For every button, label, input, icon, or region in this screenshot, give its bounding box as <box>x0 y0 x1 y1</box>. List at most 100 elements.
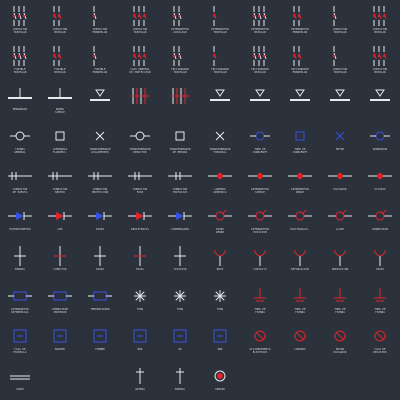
symbol-cell[interactable]: ELECTROVALV. <box>280 204 320 240</box>
symbol-cell[interactable]: BIFURCACION <box>280 244 320 280</box>
symbol-cell[interactable]: AND <box>200 324 240 360</box>
symbol-cell[interactable]: CONTACTO <box>240 244 280 280</box>
symbol-cell[interactable] <box>80 84 120 120</box>
symbol-cell[interactable]: OR <box>160 324 200 360</box>
symbol-cell[interactable]: MOTOR <box>320 124 360 160</box>
symbol-cell[interactable] <box>320 84 360 120</box>
symbol-cell[interactable]: GENERADOR <box>360 124 400 160</box>
symbol-cell[interactable]: PULSADOR <box>320 164 360 200</box>
symbol-cell[interactable]: TIERRA GENERAL <box>0 124 40 160</box>
symbol-cell[interactable]: BOBINA <box>160 364 200 400</box>
symbol-cell[interactable]: SECCIONADOR TRIPOLAR <box>160 44 200 80</box>
symbol-cell[interactable]: INTERRUPTOR AUXILIAR <box>160 4 200 40</box>
symbol-cell[interactable]: DIODO <box>80 244 120 280</box>
symbol-cell[interactable]: TOMA <box>200 284 240 320</box>
symbol-cell[interactable]: TOMA DE TIERRA <box>320 284 360 320</box>
symbol-cell <box>280 364 320 400</box>
symbol-cell[interactable] <box>160 84 200 120</box>
symbol-cell[interactable]: DIODO ZENER <box>200 204 240 240</box>
symbol-cell[interactable]: CONMUTADOR INVERSOR <box>40 284 80 320</box>
symbol-cell[interactable]: TOMA DE TIERRA <box>280 284 320 320</box>
symbol-cell[interactable]: CONDUCTOR TRIFASICO <box>160 164 200 200</box>
symbol-cell[interactable]: TRANSFORMADOR TOROIDAL <box>200 124 240 160</box>
symbol-cell[interactable]: BORNAS <box>0 244 40 280</box>
symbol-cell[interactable]: INTERRUPTOR MONOPOLAR <box>280 4 320 40</box>
zener-icon <box>208 209 232 221</box>
symbol-cell[interactable]: BARRA SIMPLE <box>40 84 80 120</box>
symbol-cell[interactable]: CAJA DE REGISTRO <box>360 324 400 360</box>
symbol-cell[interactable]: RELE <box>200 244 240 280</box>
symbol-cell[interactable]: DIODO <box>80 204 120 240</box>
symbol-cell[interactable]: CONDUCTOR DE PUESTA <box>0 164 40 200</box>
symbol-label: DIODO <box>95 268 105 271</box>
symbol-cell[interactable]: CONTACTOR TRIPOLAR <box>320 44 360 80</box>
symbol-cell[interactable]: CAJA DE ESTRELLA <box>0 324 40 360</box>
symbol-cell[interactable]: CRUCE <box>360 244 400 280</box>
symbol-cell[interactable]: SECCIONADOR BIPOLAR <box>240 44 280 80</box>
symbol-cell[interactable]: INTERRUPTOR TRIPOLAR <box>200 4 240 40</box>
symbol-cell[interactable]: INTERRUPTOR DIFERENCIAL <box>0 284 40 320</box>
symbol-cell[interactable]: CONDUCTOR FASE <box>120 164 160 200</box>
symbol-cell[interactable]: LLAVE <box>320 204 360 240</box>
symbol-cell[interactable]: CONTACTOR BIPOLAR <box>360 44 400 80</box>
symbol-cell[interactable]: CONDENSADOR <box>160 204 200 240</box>
symbol-cell[interactable]: CONECTOR <box>40 244 80 280</box>
symbol-label: LAMPARA <box>294 348 306 351</box>
bar-icon-4 <box>330 89 350 101</box>
symbol-cell[interactable] <box>360 84 400 120</box>
symbol-cell[interactable]: LED <box>40 204 80 240</box>
symbol-cell[interactable]: TOMA DE TIERRA <box>240 284 280 320</box>
symbol-cell[interactable]: CONTACTOR BIPOLAR <box>40 4 80 40</box>
symbol-cell[interactable] <box>240 84 280 120</box>
symbol-cell[interactable]: RESISTENCIA <box>120 204 160 240</box>
symbol-cell[interactable]: TOMA <box>120 284 160 320</box>
symbol-cell[interactable]: TOMA DE CORRIENTE <box>240 124 280 160</box>
symbol-cell[interactable]: CONTACTOR MONOPOLAR <box>80 4 120 40</box>
symbol-cell[interactable]: TOMA DE CORRIENTE <box>280 124 320 160</box>
symbol-cell[interactable]: SECCIONADOR MONOPOLAR <box>280 44 320 80</box>
symbol-cell[interactable]: TEMPORIZADOR <box>80 284 120 320</box>
symbol-cell[interactable]: INTERRUPTOR POSICION <box>240 204 280 240</box>
symbol-cell[interactable]: CONTACTOR TRIPOLAR <box>120 4 160 40</box>
symbol-cell[interactable] <box>120 84 160 120</box>
symbol-cell[interactable]: SENSOR <box>200 364 240 400</box>
symbol-cell[interactable]: EMBARRADO <box>0 84 40 120</box>
symbol-cell[interactable]: INTERRUPTOR BIPOLAR <box>240 4 280 40</box>
symbol-label: DIODO <box>95 228 105 231</box>
symbol-cell[interactable]: DERIVACION <box>320 244 360 280</box>
symbol-cell[interactable]: ANTENA <box>120 364 160 400</box>
symbol-cell[interactable]: NOR <box>120 324 160 360</box>
symbol-cell[interactable]: TOMA DE TIERRA <box>360 284 400 320</box>
symbol-cell[interactable]: SECCIONADOR TRIPOLAR <box>200 44 240 80</box>
symbol-cell[interactable]: BUZZER <box>40 324 80 360</box>
symbol-cell[interactable]: FUSIBLE BIPOLAR <box>40 44 80 80</box>
symbol-cell[interactable]: ALTAVOZ <box>360 164 400 200</box>
symbol-cell[interactable] <box>280 84 320 120</box>
symbol-cell[interactable]: ACCIONAMIENTO ELECTRICO <box>240 324 280 360</box>
symbol-cell[interactable]: CONDUCTOR PROTECCION <box>80 164 120 200</box>
symbol-cell[interactable]: LAMPARA <box>280 324 320 360</box>
symbol-cell[interactable]: LAMPARA GENERICA <box>200 164 240 200</box>
symbol-cell[interactable]: INTERRUPTOR SIMPLE <box>240 164 280 200</box>
symbol-cell[interactable]: CONTACTOR BIPOLAR <box>360 4 400 40</box>
symbol-cell[interactable] <box>200 84 240 120</box>
symbol-cell[interactable]: TIRISTOR <box>160 244 200 280</box>
symbol-cell[interactable]: INTERRUPTOR DOBLE <box>280 164 320 200</box>
symbol-cell[interactable]: CABLE <box>0 364 40 400</box>
symbol-cell[interactable]: TRIAC <box>120 244 160 280</box>
symbol-cell[interactable]: CAJA GENERAL DE PROTECCION <box>120 44 160 80</box>
symbol-cell[interactable]: TRANSFORMADOR AISLAMIENTO <box>80 124 120 160</box>
symbol-cell[interactable]: POTENCIOMETRO <box>0 204 40 240</box>
symbol-cell[interactable]: CONMUTADOR <box>360 204 400 240</box>
symbol-cell[interactable]: BOTON PULSADOR <box>320 324 360 360</box>
symbol-cell[interactable]: LUMINARIA FLUORESC. <box>40 124 80 160</box>
symbol-cell[interactable]: CONDUCTOR NEUTRO <box>40 164 80 200</box>
symbol-cell[interactable]: TRANSFORMADOR DE MEDIDA <box>160 124 200 160</box>
symbol-cell[interactable]: FUSIBLE MONOPOLAR <box>80 44 120 80</box>
symbol-cell[interactable]: CONTACTOR TRIPOLAR <box>320 4 360 40</box>
symbol-cell[interactable]: TOMA <box>160 284 200 320</box>
symbol-cell[interactable]: FUSIBLE TRIPOLAR <box>0 44 40 80</box>
symbol-cell[interactable]: TIMBRE <box>80 324 120 360</box>
symbol-cell[interactable]: CONTACTOR TRIPOLAR <box>0 4 40 40</box>
symbol-cell[interactable]: TRANSFORMADOR REDUCTOR <box>120 124 160 160</box>
